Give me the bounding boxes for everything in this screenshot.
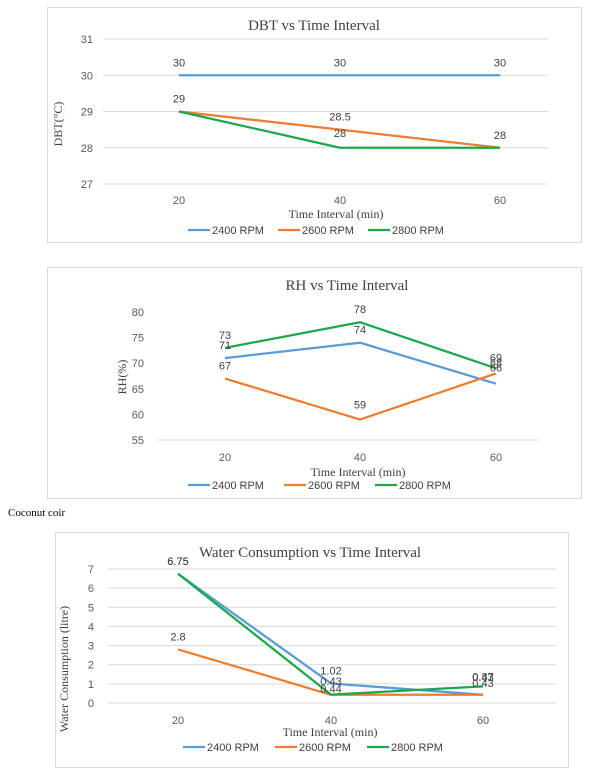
dbt-data-label: 28.5 [329,112,350,124]
water-data-label: 0.43 [472,672,493,684]
rh-series-line-2400-rpm [224,341,497,385]
rh-y-axis-title: RH(%) [115,360,129,395]
dbt-legend-entry: 2600 RPM [302,225,354,237]
water-legend-entry: 2800 RPM [391,742,443,754]
dbt-legend-entry: 2800 RPM [392,225,444,237]
rh-legend-entry: 2600 RPM [308,480,360,492]
water-y-tick-label: 4 [88,621,94,633]
dbt-legend-entry: 2400 RPM [212,225,264,237]
dbt-data-label: 28 [494,130,506,142]
dbt-y-axis-title: DBT(°C) [51,102,65,147]
rh-data-label: 59 [354,400,366,412]
dbt-x-tick-label: 20 [173,195,185,207]
rh-data-label: 69 [490,352,502,364]
dbt-y-tick-label: 27 [81,179,93,191]
water-x-tick-label: 40 [325,715,337,727]
water-data-label: 6.75 [167,556,188,568]
dbt-data-label: 28 [334,128,346,140]
rh-x-tick-label: 60 [490,452,502,464]
water-legend-entry: 2400 RPM [207,742,259,754]
water-series-line-2400-rpm [177,572,484,696]
water-y-tick-label: 5 [88,602,94,614]
dbt-chart: DBT vs Time Interval DBT(°C) Time Interv… [47,7,582,243]
rh-x-tick-label: 40 [354,452,366,464]
water-data-label: 1.02 [320,665,341,677]
rh-chart: RH vs Time Interval RH(%) Time Interval … [47,267,582,499]
rh-x-tick-label: 20 [219,452,231,464]
water-chart-svg: Water Consumption vs Time Interval Water… [57,545,556,754]
rh-data-label: 78 [354,304,366,316]
water-data-label: 0.43 [320,676,341,688]
rh-data-label: 68 [490,357,502,369]
rh-chart-title: RH vs Time Interval [286,278,409,294]
water-x-tick-label: 20 [172,715,184,727]
water-legend-entry: 2600 RPM [299,742,351,754]
rh-y-tick-label: 75 [132,333,144,345]
dbt-x-tick-label: 60 [494,195,506,207]
water-x-axis-title: Time Interval (min) [283,725,378,739]
dbt-series-line-2600-rpm [178,110,501,149]
rh-series-line-2600-rpm [224,372,497,421]
rh-y-tick-label: 65 [132,384,144,396]
rh-legend-entry: 2800 RPM [399,480,451,492]
water-series-line-2800-rpm [177,572,484,696]
dbt-data-label: 30 [334,57,346,69]
water-y-axis-title: Water Consumption (litre) [57,606,71,732]
dbt-data-label: 30 [494,57,506,69]
rh-data-label: 73 [219,330,231,342]
dbt-y-tick-label: 31 [81,34,93,46]
rh-x-axis-title: Time Interval (min) [311,465,406,479]
dbt-chart-svg: DBT vs Time Interval DBT(°C) Time Interv… [51,18,548,237]
water-y-tick-label: 7 [88,564,94,576]
water-y-tick-label: 6 [88,583,94,595]
rh-data-label: 66 [490,363,502,375]
water-y-tick-label: 2 [88,660,94,672]
water-data-label: 0.43 [472,678,493,690]
rh-data-label: 67 [219,361,231,373]
dbt-x-axis-title: Time Interval (min) [289,207,384,221]
rh-legend-entry: 2400 RPM [212,480,264,492]
water-y-tick-label: 3 [88,641,94,653]
rh-chart-svg: RH vs Time Interval RH(%) Time Interval … [115,278,540,492]
rh-y-tick-label: 60 [132,409,144,421]
caption: Coconut coir [8,507,66,519]
water-chart: Water Consumption vs Time Interval Water… [55,532,569,768]
dbt-data-label: 30 [173,57,185,69]
water-data-label: 0.44 [320,684,341,696]
rh-y-tick-label: 55 [132,435,144,447]
dbt-y-tick-label: 28 [81,143,93,155]
water-data-label: 6.75 [167,556,188,568]
water-data-label: 2.8 [170,631,185,643]
water-data-label: 0.87 [472,671,493,683]
rh-series-line-2800-rpm [224,321,497,370]
water-x-tick-label: 60 [477,715,489,727]
water-y-tick-label: 0 [88,698,94,710]
rh-y-tick-label: 70 [132,358,144,370]
water-chart-title: Water Consumption vs Time Interval [199,545,421,561]
water-y-tick-label: 1 [88,679,94,691]
rh-y-tick-label: 80 [132,307,144,319]
dbt-series-line-2800-rpm [178,110,500,149]
dbt-x-tick-label: 40 [334,195,346,207]
dbt-y-tick-label: 30 [81,70,93,82]
rh-data-label: 74 [354,325,366,337]
dbt-y-tick-label: 29 [81,107,93,119]
dbt-data-label: 29 [173,94,185,106]
dbt-chart-title: DBT vs Time Interval [248,18,380,34]
rh-data-label: 71 [219,340,231,352]
